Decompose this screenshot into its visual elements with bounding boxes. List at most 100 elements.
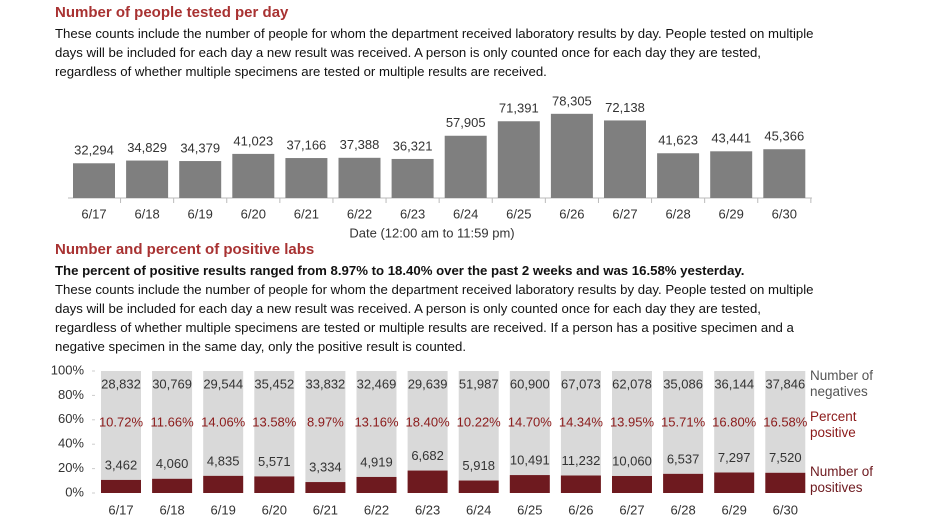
bar <box>73 163 115 198</box>
bar <box>232 153 275 198</box>
x-tick-label: 6/19 <box>211 502 236 517</box>
x-tick-label: 6/21 <box>313 502 338 517</box>
bar-segment <box>254 476 295 493</box>
chart-title: Number and percent of positive labs <box>55 241 315 258</box>
bar-segment <box>407 470 448 493</box>
value-label: 13.58% <box>252 414 297 429</box>
value-label: 13.16% <box>354 414 399 429</box>
bar <box>604 120 646 198</box>
x-tick-label: 6/17 <box>81 206 106 221</box>
value-label: 37,166 <box>287 137 327 152</box>
y-tick-label: 40% <box>58 436 84 451</box>
x-tick-label: 6/21 <box>294 206 319 221</box>
bar-segment <box>509 475 550 493</box>
value-label: 35,452 <box>254 376 294 391</box>
bar <box>763 149 806 198</box>
y-tick-label: 80% <box>58 387 84 402</box>
bar-segment <box>765 472 806 493</box>
x-tick-label: 6/24 <box>453 206 478 221</box>
value-label: 67,073 <box>561 376 601 391</box>
x-tick-label: 6/23 <box>400 206 425 221</box>
value-label: 28,832 <box>101 376 141 391</box>
value-label: 11,232 <box>562 453 601 468</box>
bar-segment <box>560 475 601 493</box>
value-label: 11.66% <box>151 414 195 429</box>
x-tick-label: 6/22 <box>347 206 372 221</box>
legend-entry: Number of positives <box>810 464 874 495</box>
bar-segment <box>458 480 499 493</box>
bar-segment <box>203 475 244 493</box>
y-tick-label: 100% <box>51 362 85 377</box>
legend-entry: Number of negatives <box>810 368 874 399</box>
value-label: 36,144 <box>714 376 754 391</box>
bar-segment <box>203 371 244 476</box>
value-label: 34,829 <box>127 140 167 155</box>
x-tick-label: 6/17 <box>108 502 133 517</box>
x-tick-label: 6/18 <box>159 502 184 517</box>
y-tick-label: 60% <box>58 411 84 426</box>
bar <box>657 153 700 198</box>
x-tick-label: 6/22 <box>364 502 389 517</box>
value-label: 10,060 <box>612 453 652 468</box>
x-tick-label: 6/29 <box>722 502 747 517</box>
value-label: 57,905 <box>446 115 486 130</box>
value-label: 43,441 <box>711 131 751 146</box>
subtitle: The percent of positive results ranged f… <box>55 263 745 278</box>
bar <box>179 161 222 198</box>
bar-segment <box>765 371 806 473</box>
value-label: 41,623 <box>658 133 698 148</box>
bar-segment <box>356 476 397 493</box>
value-label: 14.06% <box>201 414 246 429</box>
bar <box>285 158 328 198</box>
bar-segment <box>152 478 193 493</box>
description: These counts include the number of peopl… <box>55 282 814 354</box>
bar-segment <box>101 371 141 480</box>
bar-segment <box>356 371 397 477</box>
value-label: 78,305 <box>552 93 592 108</box>
chart-title: Number of people tested per day <box>55 4 289 21</box>
bar <box>444 135 487 198</box>
value-label: 14.70% <box>508 414 553 429</box>
value-label: 32,469 <box>357 376 397 391</box>
value-label: 62,078 <box>612 376 652 391</box>
bar-segment <box>663 473 704 493</box>
value-label: 10,491 <box>510 453 550 468</box>
value-label: 4,919 <box>360 454 393 469</box>
bar-segment <box>407 371 448 471</box>
bar-segment <box>101 479 141 493</box>
y-tick-label: 20% <box>58 460 84 475</box>
bar <box>497 121 540 198</box>
value-label: 7,520 <box>769 450 802 465</box>
bar-segment <box>714 371 755 473</box>
x-tick-label: 6/26 <box>568 502 593 517</box>
x-tick-label: 6/23 <box>415 502 440 517</box>
value-label: 29,544 <box>203 376 243 391</box>
bar-segment <box>560 371 601 476</box>
value-label: 8.97% <box>307 414 344 429</box>
y-tick-label: 0% <box>65 484 84 499</box>
bar-segment <box>663 371 704 474</box>
value-label: 71,391 <box>499 101 539 116</box>
value-label: 32,294 <box>74 143 114 158</box>
value-label: 41,023 <box>233 133 273 148</box>
x-tick-label: 6/30 <box>773 502 798 517</box>
value-label: 6,682 <box>411 448 444 463</box>
value-label: 34,379 <box>180 140 220 155</box>
value-label: 35,086 <box>663 376 703 391</box>
bar <box>391 158 434 198</box>
value-label: 10.72% <box>99 414 144 429</box>
x-axis-label: Date (12:00 am to 11:59 pm) <box>349 225 514 240</box>
value-label: 29,639 <box>408 376 448 391</box>
value-label: 5,918 <box>462 458 495 473</box>
x-tick-label: 6/20 <box>262 502 287 517</box>
x-tick-label: 6/18 <box>134 206 159 221</box>
x-tick-label: 6/26 <box>559 206 584 221</box>
value-label: 51,987 <box>459 376 499 391</box>
value-label: 3,334 <box>309 459 342 474</box>
value-label: 45,366 <box>764 129 804 144</box>
x-tick-label: 6/29 <box>719 206 744 221</box>
value-label: 16.58% <box>763 414 808 429</box>
value-label: 16.80% <box>712 414 757 429</box>
